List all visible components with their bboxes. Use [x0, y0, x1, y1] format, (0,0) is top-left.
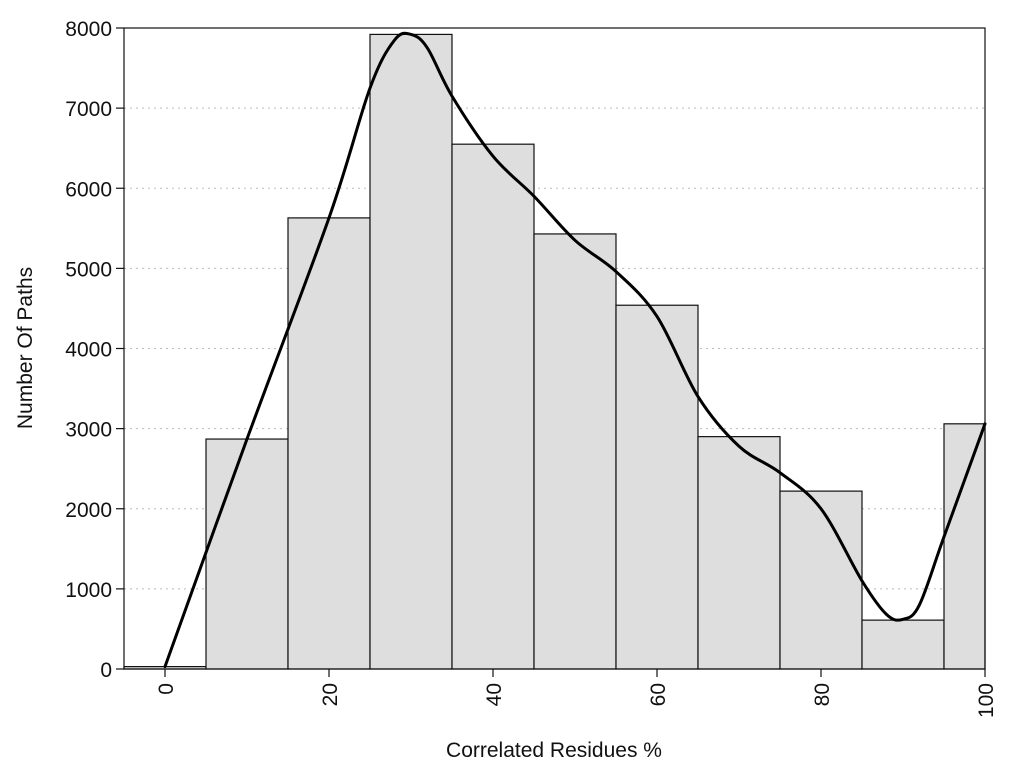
- x-axis-ticks: 0 20 40 60 80 100: [155, 669, 998, 718]
- y-tick-label: 3000: [65, 419, 112, 442]
- y-tick-label: 2000: [65, 499, 112, 522]
- bar-2: [287, 217, 371, 670]
- bar-5: [533, 233, 617, 670]
- x-tick-label: 60: [647, 683, 670, 706]
- bar-4: [451, 143, 535, 670]
- x-axis-title: Correlated Residues %: [446, 739, 662, 762]
- x-tick-label: 0: [155, 683, 178, 695]
- bar-10: [943, 423, 986, 670]
- x-tick-label: 40: [483, 683, 506, 706]
- y-axis-title: Number Of Paths: [14, 267, 37, 429]
- bar-1: [205, 438, 289, 670]
- x-tick-label: 100: [975, 683, 998, 718]
- y-tick-label: 5000: [65, 258, 112, 281]
- bars: [123, 33, 986, 670]
- y-tick-label: 4000: [65, 339, 112, 362]
- x-tick-label: 80: [811, 683, 834, 706]
- y-tick-label: 1000: [65, 579, 112, 602]
- y-axis-ticks: 0 1000 2000 3000 4000 5000 6000 7000 8000: [65, 18, 124, 682]
- bar-6: [615, 304, 699, 670]
- density-curve: [163, 31, 987, 669]
- y-tick-label: 6000: [65, 178, 112, 201]
- y-tick-label: 0: [100, 659, 112, 682]
- y-tick-label: 8000: [65, 18, 112, 41]
- bar-9: [861, 619, 945, 670]
- bar-7: [697, 436, 781, 670]
- bar-3: [369, 33, 453, 670]
- y-tick-label: 7000: [65, 98, 112, 121]
- bar-8: [779, 490, 863, 670]
- x-tick-label: 20: [319, 683, 342, 706]
